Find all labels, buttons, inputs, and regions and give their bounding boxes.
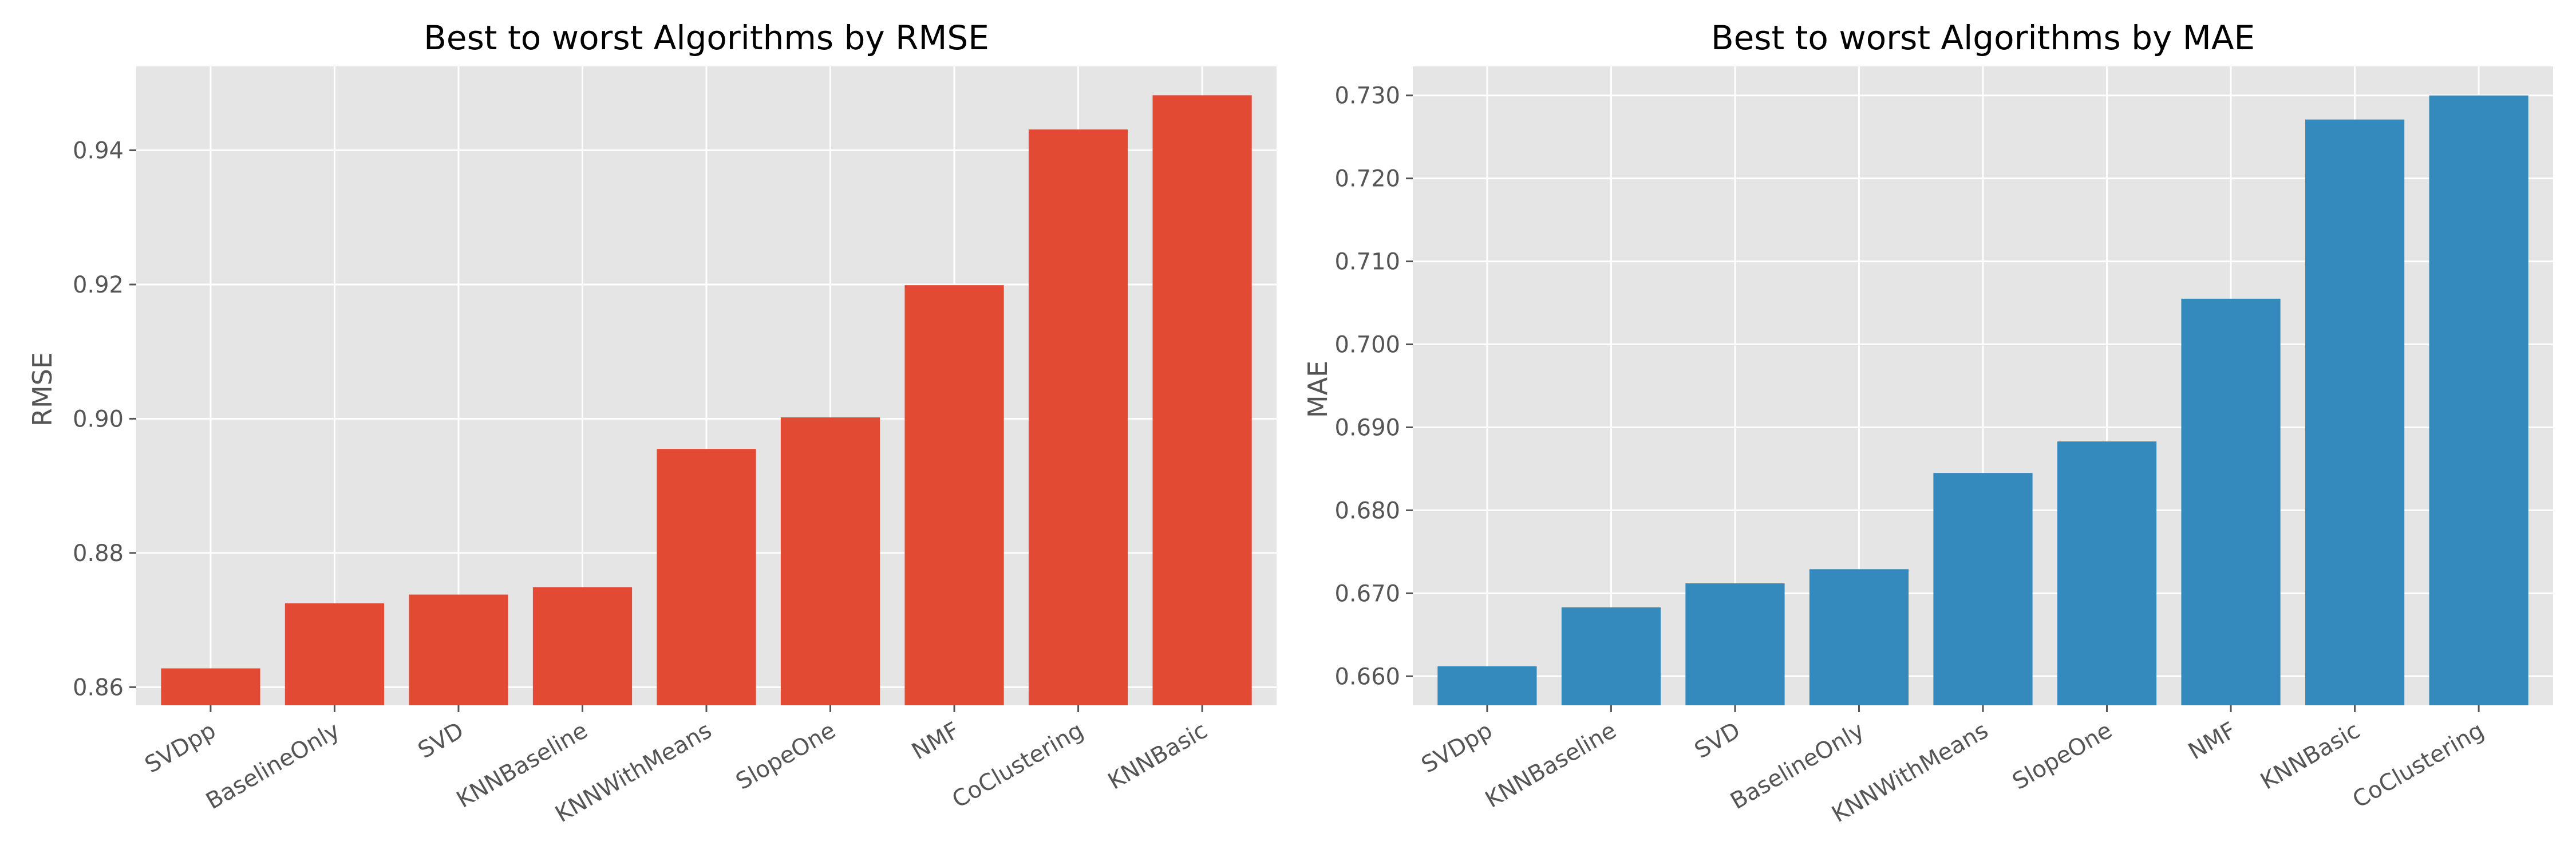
mae-x-tick-label: SlopeOne [2008,717,2117,795]
mae-y-tick-label: 0.710 [1334,249,1400,275]
rmse-y-axis: 0.86 0.88 0.90 0.92 0.94 [73,138,136,701]
rmse-y-axis-label: RMSE [27,352,58,426]
rmse-chart: Best to worst Algorithms by RMSE RMSE 0.… [27,18,1277,828]
mae-bar-svdpp [1437,666,1537,705]
mae-bar-svd [1685,583,1785,705]
rmse-x-tick-label: KNNBasic [1104,717,1212,795]
mae-x-tick-label: KNNBaseline [1481,717,1621,813]
rmse-x-tick-label: NMF [907,717,964,765]
mae-bar-knnbasic [2305,119,2405,706]
rmse-y-tick-label: 0.90 [73,406,124,432]
rmse-bar-svdpp [161,668,260,705]
mae-chart: Best to worst Algorithms by MAE MAE 0.66… [1302,18,2553,828]
rmse-bar-svd [409,594,508,705]
mae-bar-nmf [2181,298,2281,705]
rmse-y-tick-label: 0.86 [73,674,124,701]
rmse-x-tick-label: SlopeOne [732,717,840,795]
mae-bar-knnbaseline [1561,607,1661,705]
mae-y-tick-label: 0.690 [1334,414,1400,441]
rmse-bar-coclustering [1028,129,1128,705]
mae-x-tick-label: SVDpp [1417,717,1497,779]
mae-bar-knnwithmeans [1933,473,2033,705]
rmse-bar-nmf [904,285,1004,705]
rmse-chart-title: Best to worst Algorithms by RMSE [424,18,989,57]
mae-y-tick-label: 0.730 [1334,83,1400,109]
rmse-bar-knnwithmeans [657,449,756,705]
mae-y-tick-label: 0.720 [1334,166,1400,192]
mae-bars [1437,95,2528,706]
rmse-y-tick-label: 0.88 [73,540,124,567]
mae-y-tick-label: 0.670 [1334,580,1400,607]
mae-x-tick-label: SVD [1690,717,1745,764]
rmse-x-tick-label: BaselineOnly [202,717,344,815]
rmse-x-tick-label: SVD [414,717,468,764]
mae-y-axis-label: MAE [1302,361,1333,418]
rmse-x-tick-label: CoClustering [948,717,1088,813]
rmse-y-tick-label: 0.92 [73,272,124,298]
mae-x-tick-label: NMF [2184,717,2241,765]
mae-y-tick-label: 0.700 [1334,332,1400,358]
rmse-bar-knnbasic [1152,95,1252,705]
mae-bar-coclustering [2429,95,2528,705]
mae-x-tick-label: CoClustering [2348,717,2488,813]
rmse-y-tick-label: 0.94 [73,138,124,164]
mae-bar-slopeone [2057,441,2157,705]
mae-chart-title: Best to worst Algorithms by MAE [1711,18,2255,57]
rmse-bar-knnbaseline [532,587,633,705]
rmse-x-tick-label: SVDpp [141,717,220,779]
mae-y-tick-label: 0.680 [1334,497,1400,524]
rmse-bar-slopeone [780,417,880,705]
mae-y-tick-label: 0.660 [1334,663,1400,690]
mae-bar-baselineonly [1809,569,1909,705]
mae-x-tick-label: KNNBasic [2256,717,2364,795]
mae-y-axis: 0.660 0.670 0.680 0.690 0.700 0.710 0.720 0.730 [1334,83,1413,690]
rmse-bar-baselineonly [285,603,385,705]
rmse-bars [161,95,1252,705]
